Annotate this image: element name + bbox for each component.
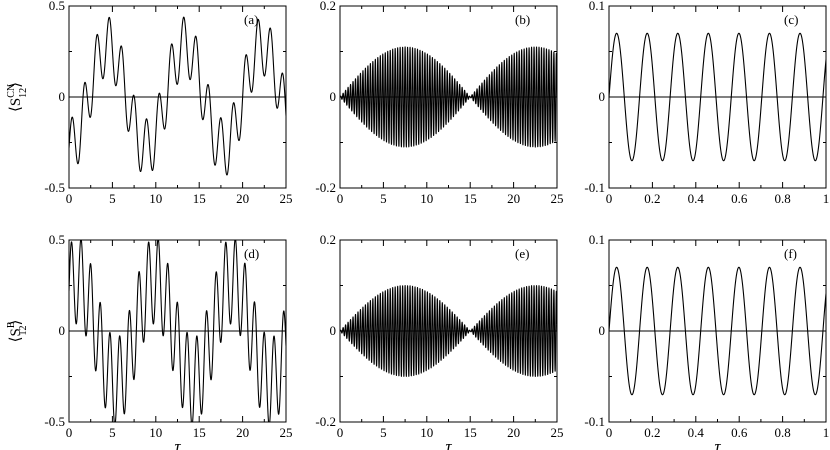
x-tick-label: 0 xyxy=(337,191,344,206)
panel-label: (d) xyxy=(244,246,259,261)
y-tick-label: -0.1 xyxy=(584,414,605,429)
data-curve xyxy=(69,16,286,176)
data-curve xyxy=(340,284,557,378)
x-tick-label: 15 xyxy=(193,191,206,206)
y-label-sub: 12 xyxy=(18,325,29,335)
y-tick-label: -0.2 xyxy=(315,414,336,429)
y-label-sup: B xyxy=(6,321,17,328)
x-axis-label: τ xyxy=(714,437,721,450)
y-tick-label: 0.5 xyxy=(49,232,65,247)
y-tick-label: 0.1 xyxy=(589,0,605,13)
x-tick-label: 20 xyxy=(507,425,520,440)
x-tick-label: 0.8 xyxy=(774,425,790,440)
x-tick-label: 10 xyxy=(420,425,433,440)
x-tick-label: 15 xyxy=(464,191,477,206)
panel-b: 0 5 10 15 20 25-0.200.2(b) xyxy=(315,0,563,206)
x-tick-label: 15 xyxy=(464,425,477,440)
data-curve xyxy=(609,32,826,162)
y-label-open: ⟨S xyxy=(8,98,24,112)
x-tick-label: 0.6 xyxy=(731,425,748,440)
x-tick-label: 0.2 xyxy=(644,425,660,440)
x-tick-label: 25 xyxy=(551,191,564,206)
x-tick-label: 0.4 xyxy=(688,191,705,206)
y-tick-label: 0 xyxy=(59,323,66,338)
x-tick-label: 1 xyxy=(823,191,830,206)
x-tick-label: 0.2 xyxy=(644,191,660,206)
y-label-sup: CN xyxy=(6,84,17,98)
x-axis-label: τ xyxy=(174,437,181,450)
x-tick-label: 1 xyxy=(823,425,830,440)
x-tick-label: 0 xyxy=(337,425,344,440)
panel-d: 0 5 10 15 20 25-0.500.5(d)τ⟨SB12⟩ xyxy=(6,232,293,450)
y-label-close: ⟩ xyxy=(8,82,24,88)
x-tick-label: 10 xyxy=(420,191,433,206)
x-tick-label: 25 xyxy=(280,425,293,440)
y-tick-label: 0.5 xyxy=(49,0,65,13)
data-curve xyxy=(609,266,826,396)
y-tick-label: -0.5 xyxy=(44,180,65,195)
x-tick-label: 15 xyxy=(193,425,206,440)
x-tick-label: 0.4 xyxy=(688,425,705,440)
y-tick-label: 0 xyxy=(330,323,337,338)
panel-label: (c) xyxy=(784,12,798,27)
x-tick-label: 0 xyxy=(66,191,73,206)
y-label-close: ⟩ xyxy=(8,320,24,326)
panel-c: 0 0.2 0.4 0.6 0.8 1-0.100.1(c) xyxy=(584,0,829,206)
x-tick-label: 20 xyxy=(507,191,520,206)
x-axis-label: τ xyxy=(445,437,452,450)
y-tick-label: 0 xyxy=(599,323,606,338)
x-tick-label: 20 xyxy=(236,425,249,440)
x-tick-label: 0.8 xyxy=(774,191,790,206)
x-tick-label: 0 xyxy=(606,425,613,440)
panel-label: (e) xyxy=(515,246,529,261)
panel-label: (a) xyxy=(244,12,258,27)
x-tick-label: 20 xyxy=(236,191,249,206)
y-label-sub: 12 xyxy=(18,88,29,98)
x-tick-label: 0 xyxy=(606,191,613,206)
y-tick-label: 0 xyxy=(59,89,66,104)
y-tick-label: 0.2 xyxy=(320,232,336,247)
y-axis-label: ⟨SB12⟩ xyxy=(6,320,29,343)
x-tick-label: 10 xyxy=(149,425,162,440)
y-tick-label: -0.1 xyxy=(584,180,605,195)
y-tick-label: -0.2 xyxy=(315,180,336,195)
y-tick-label: -0.5 xyxy=(44,414,65,429)
x-tick-label: 25 xyxy=(280,191,293,206)
panel-label: (f) xyxy=(784,246,797,261)
x-tick-label: 5 xyxy=(109,191,116,206)
x-tick-label: 5 xyxy=(380,425,387,440)
panel-e: 0 5 10 15 20 25-0.200.2(e)τ xyxy=(315,232,563,450)
panel-label: (b) xyxy=(515,12,530,27)
y-axis-label: ⟨SCN12⟩ xyxy=(6,82,29,112)
y-tick-label: 0.1 xyxy=(589,232,605,247)
data-curve xyxy=(340,46,557,148)
x-tick-label: 10 xyxy=(149,191,162,206)
x-tick-label: 0.6 xyxy=(731,191,748,206)
y-tick-label: 0 xyxy=(330,89,337,104)
y-tick-label: 0 xyxy=(599,89,606,104)
panel-a: 0 5 10 15 20 25-0.500.5(a)⟨SCN12⟩ xyxy=(6,0,293,206)
y-tick-label: 0.2 xyxy=(320,0,336,13)
x-tick-label: 5 xyxy=(109,425,116,440)
x-tick-label: 25 xyxy=(551,425,564,440)
y-label-open: ⟨S xyxy=(8,328,24,342)
x-tick-label: 5 xyxy=(380,191,387,206)
data-curve xyxy=(69,240,286,422)
panel-f: 0 0.2 0.4 0.6 0.8 1-0.100.1(f)τ xyxy=(584,232,829,450)
x-tick-label: 0 xyxy=(66,425,73,440)
